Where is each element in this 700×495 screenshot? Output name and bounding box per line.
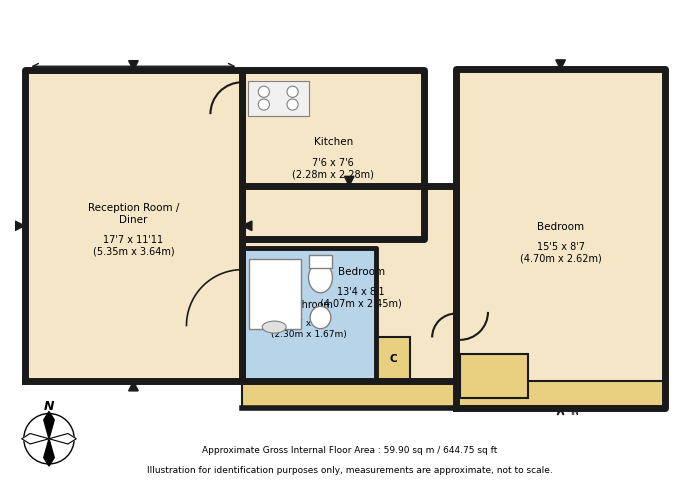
Text: IN: IN bbox=[570, 408, 579, 417]
Bar bbox=[248, 81, 309, 116]
Circle shape bbox=[258, 86, 270, 98]
Text: 15'5 x 8'7
(4.70m x 2.62m): 15'5 x 8'7 (4.70m x 2.62m) bbox=[519, 242, 601, 264]
Circle shape bbox=[287, 86, 298, 98]
Polygon shape bbox=[556, 60, 566, 69]
Text: Bathroom: Bathroom bbox=[285, 300, 333, 310]
Bar bbox=[242, 381, 665, 408]
Text: Illustration for identification purposes only, measurements are approximate, not: Illustration for identification purposes… bbox=[147, 466, 553, 475]
Polygon shape bbox=[129, 381, 138, 391]
Polygon shape bbox=[43, 439, 55, 466]
Text: 13'4 x 8'1
(4.07m x 2.45m): 13'4 x 8'1 (4.07m x 2.45m) bbox=[321, 287, 402, 309]
Text: C: C bbox=[389, 354, 397, 364]
Text: 17'7 x 11'11
(5.35m x 3.64m): 17'7 x 11'11 (5.35m x 3.64m) bbox=[92, 235, 174, 256]
Bar bbox=[242, 248, 375, 381]
Polygon shape bbox=[344, 176, 354, 186]
Text: KINGS
GROUP: KINGS GROUP bbox=[272, 201, 428, 283]
Polygon shape bbox=[242, 221, 252, 231]
Text: Kitchen: Kitchen bbox=[314, 138, 353, 148]
Text: N: N bbox=[43, 399, 55, 413]
Ellipse shape bbox=[310, 306, 331, 329]
Bar bbox=[242, 70, 424, 239]
Bar bbox=[460, 354, 528, 398]
Text: Bedroom: Bedroom bbox=[337, 267, 385, 277]
Bar bbox=[248, 259, 300, 330]
Text: Approximate Gross Internal Floor Area : 59.90 sq m / 644.75 sq ft: Approximate Gross Internal Floor Area : … bbox=[202, 446, 498, 455]
Text: Bedroom: Bedroom bbox=[537, 222, 584, 232]
Circle shape bbox=[287, 99, 298, 110]
Text: W: W bbox=[489, 372, 498, 382]
Polygon shape bbox=[49, 434, 76, 444]
Bar bbox=[377, 338, 410, 381]
Bar bbox=[242, 186, 456, 381]
Bar bbox=[309, 255, 332, 268]
Text: 7'6 x 7'6
(2.28m x 2.28m): 7'6 x 7'6 (2.28m x 2.28m) bbox=[293, 158, 374, 180]
Polygon shape bbox=[22, 434, 49, 444]
Bar bbox=[456, 69, 665, 408]
Circle shape bbox=[258, 99, 270, 110]
Ellipse shape bbox=[309, 262, 332, 293]
Text: 7'7 x 5'6
(2.30m x 1.67m): 7'7 x 5'6 (2.30m x 1.67m) bbox=[271, 319, 346, 339]
Bar bbox=[25, 70, 242, 381]
Polygon shape bbox=[43, 411, 55, 439]
Polygon shape bbox=[129, 61, 138, 70]
Text: Reception Room /
Diner: Reception Room / Diner bbox=[88, 203, 179, 225]
Ellipse shape bbox=[262, 321, 286, 333]
Polygon shape bbox=[15, 221, 24, 231]
